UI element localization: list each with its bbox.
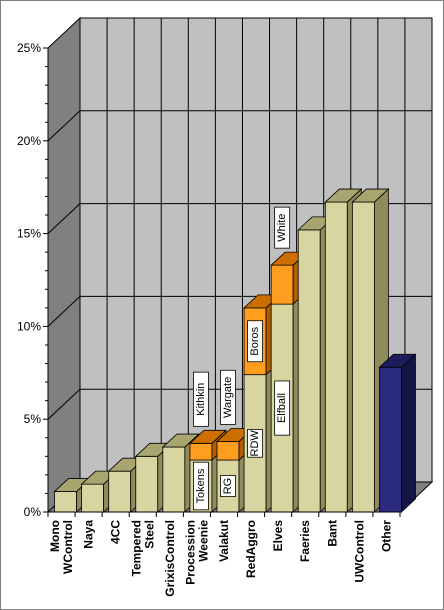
gridline-side (47, 203, 81, 234)
segment-label-box (274, 380, 291, 436)
bar-top (378, 353, 417, 368)
segment-label-box (220, 369, 236, 425)
gridline-side (47, 110, 81, 142)
left-wall (47, 16, 81, 514)
bars: Tokens Kithkin RG Wargate RDW Boros Elfball Whi… (53, 188, 417, 513)
bar-top (324, 188, 363, 203)
y-tick-label: 5% (24, 412, 42, 426)
segment-label: RDW (249, 430, 261, 457)
bar-side (401, 353, 416, 513)
segment-label: Tokens (195, 468, 207, 503)
x-tick-label: Naya (82, 520, 96, 549)
x-tick-label: Steel (142, 520, 156, 549)
x-tick-label: Bant (325, 520, 339, 547)
x-tick-label: Weenie (196, 520, 210, 562)
bar (324, 201, 348, 513)
bar (135, 455, 159, 513)
bar (162, 446, 186, 513)
bar (108, 470, 132, 513)
y-tick-label: 0% (24, 505, 42, 519)
y-tick-label: 10% (17, 319, 41, 333)
x-tick-label: Faeries (298, 520, 312, 562)
x-tick-label: Mono (48, 520, 62, 552)
segment-label-box (247, 320, 263, 363)
x-tick-label: 4CC (109, 520, 123, 544)
x-tick-label: Procession (183, 520, 197, 585)
bar (189, 442, 213, 461)
x-tick-label: WControl (61, 520, 75, 574)
segment-label: Boros (249, 326, 261, 355)
segment-label: Kithkin (195, 383, 207, 416)
bar-top (351, 188, 390, 203)
x-tick-label: GrixisControl (163, 520, 177, 597)
bar (351, 201, 375, 513)
x-tick-label: UWControl (352, 520, 366, 583)
x-tick-label: Tempered (129, 520, 143, 576)
bar (270, 264, 294, 305)
segment-label-box (193, 461, 209, 511)
bar (297, 229, 321, 513)
segment-label-box (220, 475, 236, 498)
x-axis: Mono WControl Naya 4CC Tempered Steel GrixisCo… (47, 511, 401, 597)
bar-top (188, 429, 227, 444)
segment-label: RG (222, 478, 234, 495)
gridline-side (47, 388, 81, 420)
y-tick-label: 20% (17, 134, 41, 148)
bar (54, 491, 77, 513)
bar (216, 441, 240, 461)
x-tick-label: Other (379, 520, 393, 552)
x-tick-label: Valakut (217, 520, 231, 562)
segment-label: Elfball (276, 393, 288, 423)
x-tick-label: Elves (271, 520, 285, 552)
bar (81, 483, 105, 513)
bar (379, 366, 402, 513)
y-axis: 0% 5% 10% 15% 20% 25% (17, 41, 49, 519)
segment-label: White (276, 214, 288, 242)
x-tick-label: RedAggro (244, 520, 258, 578)
segment-label-box (274, 206, 291, 249)
y-tick-label: 15% (17, 227, 41, 241)
y-tick-label: 25% (17, 41, 41, 55)
segment-label-box (193, 371, 209, 427)
segment-label: Wargate (222, 377, 234, 418)
gridline-side (47, 296, 81, 327)
bar-top (161, 433, 200, 448)
segment-label-box (247, 429, 263, 458)
